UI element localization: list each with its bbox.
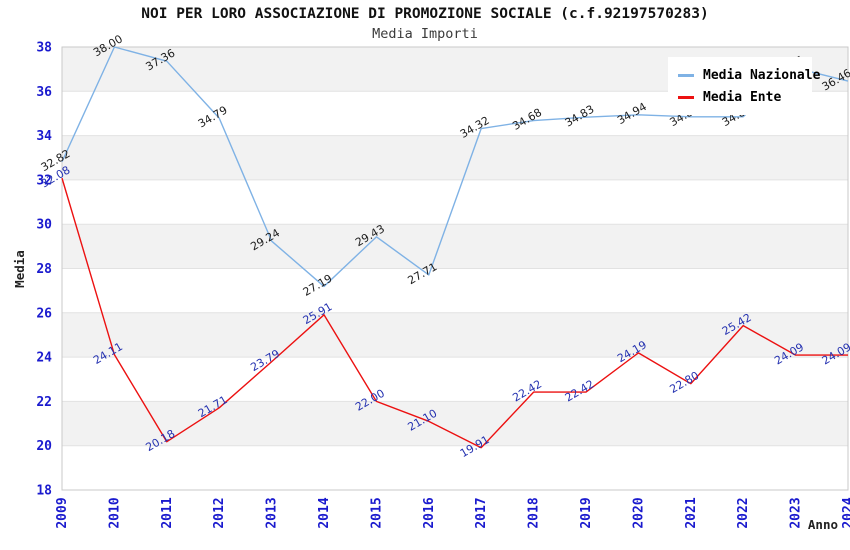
legend-swatch-media-nazionale <box>678 73 694 77</box>
x-tick-label: 2024 <box>841 497 850 528</box>
grid-band <box>62 135 848 180</box>
y-tick-label: 22 <box>36 395 52 410</box>
x-tick-label: 2013 <box>265 497 280 528</box>
y-tick-label: 32 <box>36 173 52 188</box>
y-tick-label: 36 <box>36 85 52 100</box>
chart-subtitle: Media Importi <box>372 26 478 42</box>
y-axis-title: Media <box>12 250 27 288</box>
point-label: 34.68 <box>510 106 544 133</box>
y-tick-label: 28 <box>36 262 52 277</box>
legend-label: Media Ente <box>703 89 782 105</box>
grid-band <box>62 224 848 269</box>
series-line-media-nazionale <box>61 46 849 288</box>
point-label: 22.42 <box>563 377 597 404</box>
legend-swatch-media-ente <box>678 95 694 99</box>
y-tick-label: 34 <box>36 129 52 144</box>
x-tick-label: 2012 <box>212 497 227 528</box>
grid-band <box>62 312 848 358</box>
series-line-media-ente <box>61 177 848 449</box>
x-tick-label: 2017 <box>474 497 489 528</box>
y-tick-label: 20 <box>36 439 52 454</box>
point-label: 27.19 <box>301 272 335 299</box>
chart-title: NOI PER LORO ASSOCIAZIONE DI PROMOZIONE … <box>141 6 709 22</box>
y-tick-label: 26 <box>36 306 52 321</box>
x-tick-label: 2015 <box>369 497 384 528</box>
plot-border <box>61 46 849 491</box>
x-tick-label: 2011 <box>160 497 175 528</box>
point-label: 34.79 <box>196 103 230 130</box>
x-tick-label: 2022 <box>736 497 751 528</box>
point-label: 34.83 <box>563 103 597 130</box>
y-tick-label: 24 <box>36 351 52 366</box>
legend: Media Nazionale Media Ente <box>668 57 820 115</box>
x-tick-label: 2023 <box>789 497 804 528</box>
x-tick-label: 2014 <box>317 497 332 528</box>
x-tick-label: 2010 <box>107 497 122 528</box>
legend-label: Media Nazionale <box>703 67 821 83</box>
x-tick-label: 2016 <box>422 497 437 528</box>
x-tick-label: 2021 <box>684 497 699 528</box>
x-tick-label: 2019 <box>579 497 594 528</box>
x-tick-label: 2020 <box>631 497 646 528</box>
point-label: 22.42 <box>510 377 544 404</box>
legend-item-media-nazionale: Media Nazionale <box>678 64 820 86</box>
y-tick-label: 18 <box>36 484 52 499</box>
legend-item-media-ente: Media Ente <box>678 86 804 108</box>
x-tick-label: 2018 <box>527 497 542 528</box>
x-axis-title: Anno <box>808 517 838 532</box>
grid-band <box>62 401 848 446</box>
point-label: 34.94 <box>615 100 649 127</box>
x-tick-label: 2009 <box>55 497 70 528</box>
y-tick-label: 30 <box>36 218 52 233</box>
y-tick-label: 38 <box>36 41 52 56</box>
